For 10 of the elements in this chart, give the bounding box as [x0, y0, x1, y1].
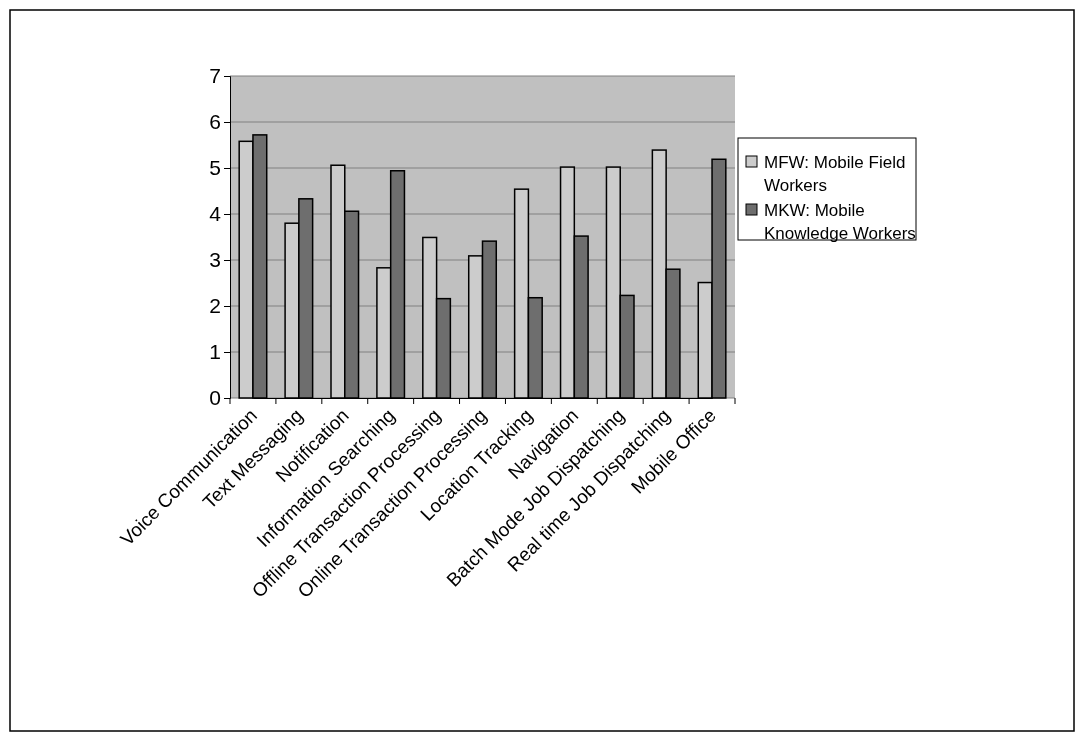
y-tick-label: 1: [209, 340, 221, 364]
y-tick-label: 6: [209, 110, 221, 134]
legend-label: MFW: Mobile Field Workers: [764, 153, 906, 195]
y-tick-label: 7: [209, 64, 221, 88]
y-tick-label: 3: [209, 248, 221, 272]
y-tick-label: 5: [209, 156, 221, 180]
y-tick-label: 0: [209, 386, 221, 410]
y-tick-label: 4: [209, 202, 222, 226]
legend-label: MKW: Mobile Knowledge Workers: [764, 201, 916, 243]
y-tick-label: 2: [209, 294, 221, 318]
